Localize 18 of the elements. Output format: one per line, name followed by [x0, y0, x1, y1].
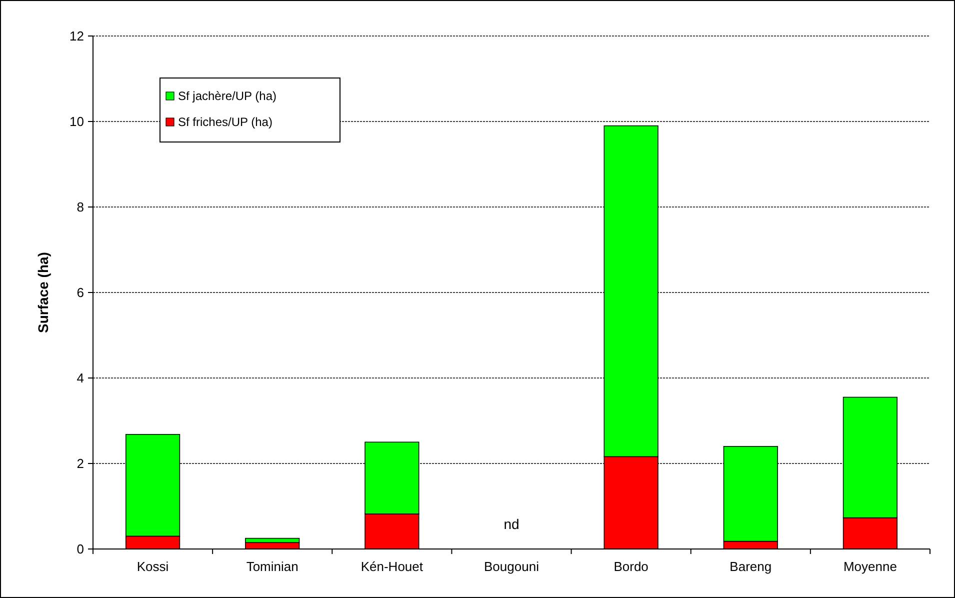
legend-label: Sf jachère/UP (ha): [178, 89, 276, 103]
y-tick-label: 8: [76, 200, 84, 215]
y-tick-label: 10: [70, 114, 84, 130]
x-tick-label: Moyenne: [843, 559, 897, 574]
x-tick-label: Bareng: [730, 559, 772, 574]
y-tick-label: 0: [76, 542, 84, 557]
x-tick-label: Kossi: [136, 559, 169, 574]
y-tick-label: 6: [76, 285, 84, 300]
legend-label: Sf friches/UP (ha): [178, 115, 272, 129]
y-tick-label: 4: [76, 370, 84, 386]
y-tick-label: 12: [70, 28, 84, 44]
y-axis-title: Surface (ha): [35, 252, 51, 333]
x-tick-label: Kén-Houet: [360, 559, 424, 574]
y-tick-label: 2: [76, 456, 84, 472]
x-tick-label: Tominian: [246, 559, 298, 574]
annotation: nd: [504, 516, 520, 532]
x-tick-label: Bougouni: [484, 559, 540, 574]
x-tick-label: Bordo: [614, 559, 648, 574]
